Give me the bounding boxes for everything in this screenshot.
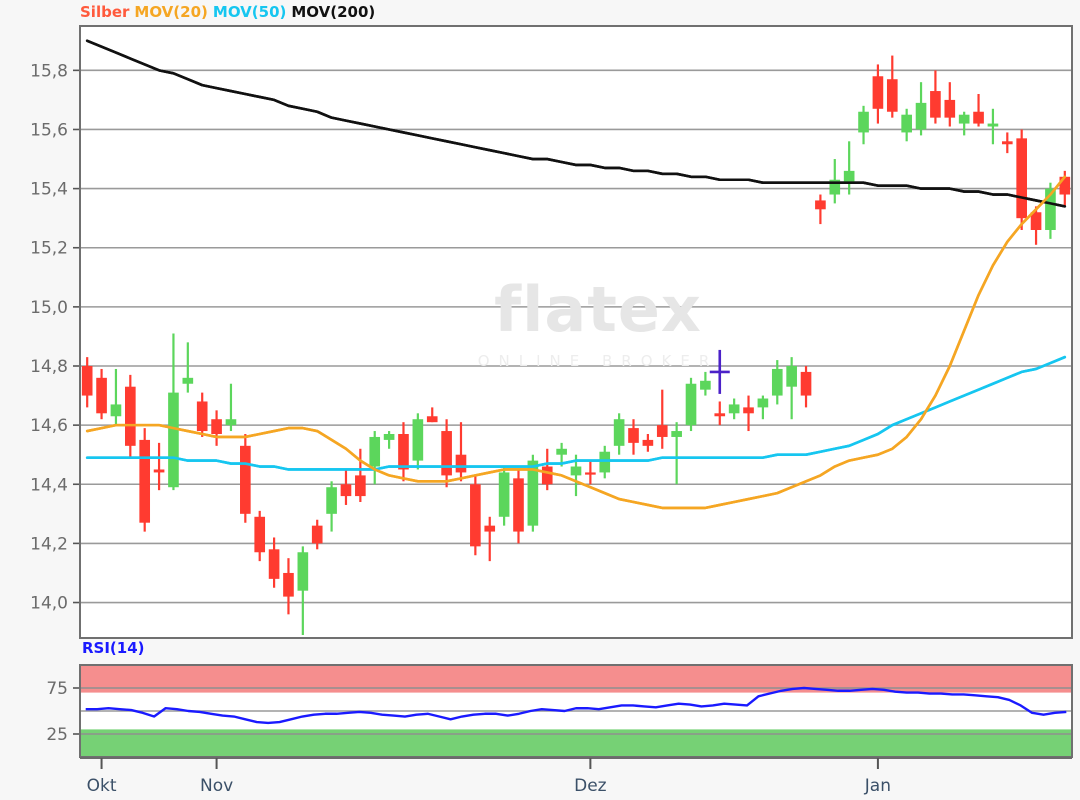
candlestick[interactable] xyxy=(225,383,237,432)
candlestick[interactable] xyxy=(901,108,912,142)
candlestick[interactable] xyxy=(426,407,438,423)
candlestick[interactable] xyxy=(930,70,941,124)
candlestick[interactable] xyxy=(383,431,395,449)
candlestick[interactable] xyxy=(412,413,424,470)
candlestick[interactable] xyxy=(441,419,452,488)
price-axis-label: 14,4 xyxy=(30,475,68,495)
x-axis: Okt Nov Dez Jan xyxy=(80,757,1072,796)
price-axis-label: 15,4 xyxy=(30,180,68,200)
price-axis-label: 14,8 xyxy=(30,357,68,377)
candlestick[interactable] xyxy=(168,333,179,491)
candlestick[interactable] xyxy=(786,357,797,420)
candlestick[interactable] xyxy=(987,108,999,145)
candlestick[interactable] xyxy=(815,194,826,225)
price-axis-label: 15,0 xyxy=(30,298,68,318)
candlestick[interactable] xyxy=(498,466,510,526)
legend-instrument[interactable]: Silber xyxy=(80,3,130,21)
candlestick[interactable] xyxy=(700,371,711,396)
x-axis-label: Nov xyxy=(200,776,233,796)
candlestick[interactable] xyxy=(110,368,122,426)
candlestick[interactable] xyxy=(240,434,251,523)
candlestick[interactable] xyxy=(541,448,553,491)
price-panel[interactable]: 15,8 15,6 15,4 15,2 15,0 14,8 14,6 14,4 14,2 14,0 xyxy=(30,25,1073,639)
candlestick[interactable] xyxy=(311,519,323,550)
candlestick[interactable] xyxy=(340,469,352,505)
x-axis-label: Okt xyxy=(87,776,117,796)
candlestick[interactable] xyxy=(254,510,266,562)
candlestick[interactable] xyxy=(685,377,697,432)
candlestick[interactable] xyxy=(613,413,625,455)
price-axis-label: 15,2 xyxy=(30,239,68,259)
candlestick[interactable] xyxy=(656,389,668,449)
candlestick[interactable] xyxy=(1016,129,1028,230)
candlestick[interactable] xyxy=(196,392,208,437)
candlestick[interactable] xyxy=(973,94,984,127)
x-axis-label: Jan xyxy=(864,776,891,796)
candlestick[interactable] xyxy=(1045,182,1056,239)
candlestick[interactable] xyxy=(182,342,194,393)
candlestick[interactable] xyxy=(872,64,884,124)
price-axis-label: 14,0 xyxy=(30,594,68,614)
legend-ma200[interactable]: MOV(200) xyxy=(291,3,376,21)
candlestick[interactable] xyxy=(628,419,639,455)
candlestick[interactable] xyxy=(886,55,898,118)
candlestick[interactable] xyxy=(211,410,222,446)
candlestick[interactable] xyxy=(915,82,927,136)
candlestick[interactable] xyxy=(96,368,107,420)
candlestick[interactable] xyxy=(124,374,136,458)
candlestick[interactable] xyxy=(958,111,970,136)
candlestick[interactable] xyxy=(714,401,726,426)
price-axis-label: 15,8 xyxy=(30,61,68,81)
candlestick[interactable] xyxy=(671,422,682,485)
rsi-panel-title[interactable]: RSI(14) xyxy=(82,639,145,657)
price-axis-label: 14,2 xyxy=(30,534,68,554)
candlestick[interactable] xyxy=(484,516,496,562)
legend-ma20[interactable]: MOV(20) xyxy=(134,3,208,21)
candlestick[interactable] xyxy=(297,546,309,636)
candlestick[interactable] xyxy=(728,398,740,420)
rsi-axis-label: 75 xyxy=(46,679,68,699)
candlestick[interactable] xyxy=(139,428,151,532)
legend-ma50[interactable]: MOV(50) xyxy=(212,3,287,21)
candlestick[interactable] xyxy=(944,82,956,127)
candlestick[interactable] xyxy=(268,537,280,588)
price-axis-label: 15,6 xyxy=(30,120,68,140)
crosshair-marker[interactable] xyxy=(709,349,730,394)
candlestick[interactable] xyxy=(858,105,869,145)
price-axis-label: 14,6 xyxy=(30,416,68,436)
rsi-axis-label: 25 xyxy=(46,725,68,745)
candlestick[interactable] xyxy=(326,481,337,532)
candlestick[interactable] xyxy=(81,357,93,408)
candlestick[interactable] xyxy=(283,558,294,615)
candlestick[interactable] xyxy=(771,360,783,405)
candlestick[interactable] xyxy=(455,422,467,482)
candlestick[interactable] xyxy=(829,159,841,204)
chart-legend: Silber MOV(20) MOV(50) MOV(200) xyxy=(80,3,380,21)
candlestick[interactable] xyxy=(599,445,611,479)
candlestick[interactable] xyxy=(757,395,769,420)
candlestick[interactable] xyxy=(843,141,855,195)
candlestick[interactable] xyxy=(585,460,596,485)
candlestick[interactable] xyxy=(1001,132,1013,154)
candlestick[interactable] xyxy=(398,422,409,482)
candlestick[interactable] xyxy=(1030,206,1042,245)
candlestick[interactable] xyxy=(642,434,654,452)
candlestick[interactable] xyxy=(470,475,481,556)
candlestick[interactable] xyxy=(153,442,165,491)
candlestick[interactable] xyxy=(743,395,754,432)
candlestick[interactable] xyxy=(800,366,812,408)
candlestick[interactable] xyxy=(369,431,381,485)
x-axis-label: Dez xyxy=(574,776,607,796)
candlestick[interactable] xyxy=(355,448,366,502)
candlestick[interactable] xyxy=(513,469,524,544)
rsi-panel[interactable]: 75 25 xyxy=(46,664,1073,758)
